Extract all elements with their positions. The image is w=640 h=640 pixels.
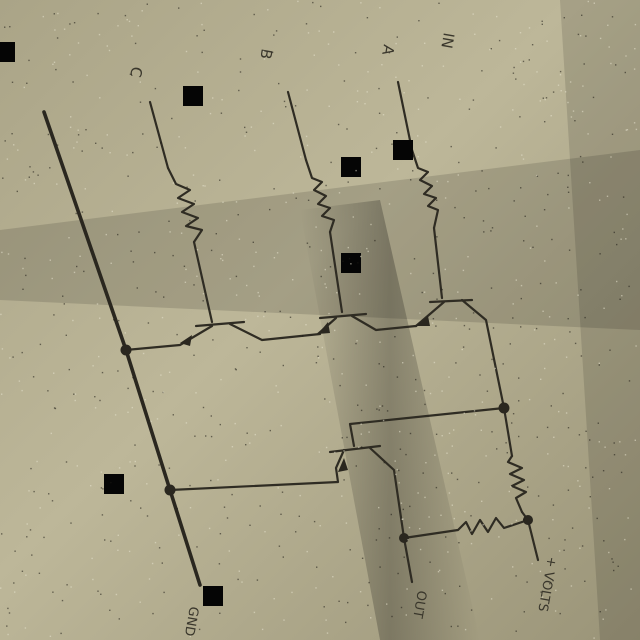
resistor-a bbox=[410, 148, 440, 230]
resistor-c bbox=[166, 166, 204, 244]
input-b-wire bbox=[286, 90, 308, 162]
transistor-a-base-bar bbox=[428, 298, 474, 304]
arrow-b bbox=[318, 322, 330, 334]
input-a-lower-wire bbox=[432, 226, 444, 300]
transistor-c-collector bbox=[228, 322, 322, 342]
in-label: IN bbox=[437, 31, 457, 50]
pullup-resistor bbox=[506, 454, 528, 514]
collector-rail bbox=[502, 406, 514, 458]
output-transistor-emitter bbox=[168, 448, 346, 492]
occlusion-square-3 bbox=[393, 140, 413, 160]
junction-ground-bottom bbox=[164, 484, 176, 496]
transistor-c-emitter bbox=[124, 324, 214, 352]
transistor-b-base-bar bbox=[318, 312, 368, 320]
input-b-label: B bbox=[256, 47, 276, 60]
gnd-label: GND bbox=[181, 605, 201, 637]
junction-out bbox=[399, 533, 409, 543]
occlusion-square-6 bbox=[104, 474, 124, 494]
output-transistor-collector bbox=[368, 446, 414, 584]
output-resistor bbox=[402, 516, 530, 540]
occlusion-square-7 bbox=[203, 586, 223, 606]
junction-ground-top bbox=[120, 344, 132, 356]
transistor-b-collector bbox=[350, 314, 418, 332]
shadow-right-edge bbox=[560, 0, 640, 640]
occlusion-square-1 bbox=[0, 42, 15, 62]
input-c-label: C bbox=[126, 65, 146, 78]
output-transistor-bar bbox=[328, 444, 382, 454]
out-label: OUT bbox=[409, 589, 429, 619]
occlusion-square-5 bbox=[341, 253, 361, 273]
arrow-c bbox=[180, 335, 192, 346]
arrow-a bbox=[416, 316, 430, 326]
arrow-out bbox=[338, 458, 348, 472]
occlusion-square-4 bbox=[341, 157, 361, 177]
output-base-wire bbox=[348, 406, 506, 448]
ground-rail bbox=[42, 110, 202, 587]
junction-volts bbox=[523, 515, 533, 525]
input-c-lower-wire bbox=[192, 240, 214, 324]
input-a-wire bbox=[396, 80, 414, 152]
resistor-b bbox=[304, 158, 336, 234]
occlusion-square-2 bbox=[183, 86, 203, 106]
input-a-label: A bbox=[378, 43, 398, 57]
junction-collector bbox=[498, 402, 510, 414]
input-c-wire bbox=[148, 100, 170, 170]
transistor-c-base-bar bbox=[194, 320, 246, 328]
transistor-a-emitter bbox=[414, 300, 446, 328]
input-b-lower-wire bbox=[328, 230, 344, 314]
transistor-a-collector bbox=[460, 298, 506, 410]
